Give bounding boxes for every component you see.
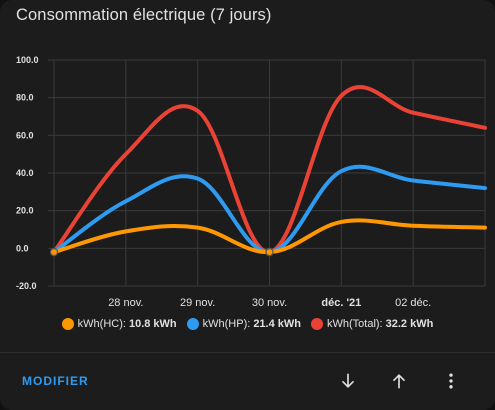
edit-button[interactable]: MODIFIER — [22, 374, 89, 388]
legend-value-hc: 10.8 kWh — [128, 318, 177, 330]
chart-legend: kWh(HC): 10.8 kWh kWh(HP): 21.4 kWh kWh(… — [0, 318, 495, 330]
series-point-kwhhc — [49, 248, 59, 257]
more-options-button[interactable] — [436, 366, 466, 396]
legend-item-hc[interactable]: kWh(HC): 10.8 kWh — [61, 318, 177, 330]
legend-label-total: kWh(Total): — [327, 318, 383, 330]
x-tick-label: déc. '21 — [321, 297, 361, 309]
y-tick-label: 60.0 — [16, 130, 34, 140]
legend-swatch-hc — [61, 318, 74, 330]
x-tick-label: 30 nov. — [252, 297, 287, 309]
y-tick-label: 80.0 — [16, 93, 34, 103]
y-tick-label: 40.0 — [16, 168, 34, 178]
legend-label-hp: kWh(HP): — [202, 318, 251, 330]
legend-value-total: 32.2 kWh — [385, 318, 434, 330]
legend-swatch-total — [311, 318, 323, 330]
legend-item-hp[interactable]: kWh(HP): 21.4 kWh — [186, 318, 301, 330]
move-up-button[interactable] — [384, 366, 414, 396]
card-actions-divider — [0, 352, 495, 353]
legend-label-hc: kWh(HC): — [77, 318, 126, 330]
move-down-button[interactable] — [333, 366, 363, 396]
x-tick-label: 29 nov. — [180, 297, 215, 309]
arrow-down-icon — [342, 373, 354, 388]
energy-line-chart: 100.0 80.0 60.0 40.0 20.0 0.0 -20.0 28 nov. 29 n… — [16, 55, 487, 309]
y-tick-label: -20.0 — [16, 281, 37, 291]
y-tick-label: 100.0 — [16, 55, 39, 65]
card-title: Consommation électrique (7 jours) — [16, 6, 272, 24]
x-tick-label: 28 nov. — [108, 297, 143, 309]
legend-value-hp: 21.4 kWh — [253, 318, 301, 330]
arrow-up-icon — [393, 374, 405, 389]
legend-swatch-hp — [186, 318, 199, 330]
series-point-kwhhc — [265, 248, 274, 257]
legend-item-total[interactable]: kWh(Total): 32.2 kWh — [311, 318, 433, 330]
x-tick-label: 02 déc. — [395, 297, 431, 309]
more-vertical-icon — [449, 373, 453, 389]
y-tick-label: 20.0 — [16, 206, 34, 216]
y-tick-label: 0.0 — [16, 243, 29, 253]
